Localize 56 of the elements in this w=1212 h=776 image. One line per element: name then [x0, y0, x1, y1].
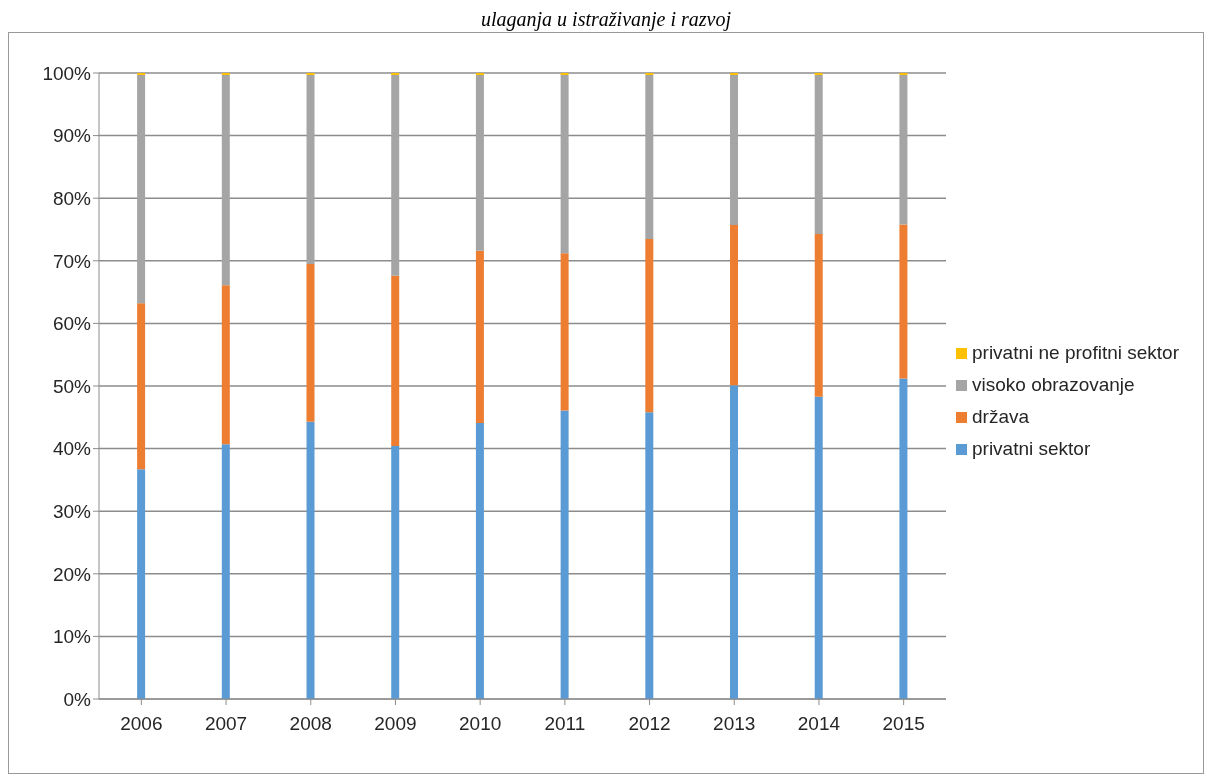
y-tick-label: 90%: [52, 125, 92, 147]
bar: [391, 446, 400, 699]
bar: [137, 74, 146, 304]
bar: [137, 303, 146, 470]
legend-label: privatni sektor: [972, 438, 1091, 460]
x-tick-label: 2013: [713, 713, 756, 735]
x-tick-label: 2006: [120, 713, 163, 735]
y-tick-label: 50%: [52, 375, 92, 397]
bar: [560, 253, 569, 411]
bar: [306, 74, 315, 264]
bar: [645, 412, 654, 699]
bar: [221, 74, 230, 286]
y-tick-label: 20%: [52, 563, 92, 585]
x-tick-label: 2015: [882, 713, 925, 735]
bar: [391, 275, 400, 447]
x-tick-label: 2009: [374, 713, 417, 735]
x-tick-label: 2011: [544, 713, 586, 735]
bar: [475, 250, 484, 423]
bar: [306, 421, 315, 699]
bar: [645, 74, 654, 239]
y-tick-label: 100%: [42, 62, 92, 84]
bar: [730, 74, 739, 226]
bar: [899, 378, 908, 699]
bar: [475, 422, 484, 699]
y-tick-label: 10%: [52, 626, 92, 648]
legend-label: država: [972, 406, 1030, 428]
x-tick-label: 2007: [204, 713, 248, 735]
bar: [730, 225, 739, 386]
bar: [137, 469, 146, 699]
bar: [560, 410, 569, 699]
legend-label: privatni ne profitni sektor: [972, 342, 1179, 364]
y-tick-label: 60%: [52, 313, 92, 335]
y-tick-label: 70%: [52, 250, 92, 272]
bar: [899, 74, 908, 225]
bar: [306, 263, 315, 422]
bar: [391, 74, 400, 276]
x-tick-label: 2010: [459, 713, 502, 735]
bar: [814, 74, 823, 234]
y-tick-label: 40%: [52, 438, 92, 460]
bar: [899, 224, 908, 379]
x-tick-label: 2012: [628, 713, 671, 735]
chart-title: ulaganja u istraživanje i razvoj: [480, 8, 732, 32]
x-tick-label: 2008: [289, 713, 332, 735]
y-tick-label: 30%: [52, 500, 92, 522]
bar: [814, 396, 823, 699]
y-tick-label: 0%: [63, 688, 92, 710]
bar: [730, 385, 739, 699]
bar: [475, 74, 484, 251]
bar: [560, 74, 569, 254]
x-tick-label: 2014: [797, 713, 841, 735]
bar: [221, 444, 230, 699]
bar: [814, 233, 823, 397]
bar: [221, 285, 230, 445]
bar: [645, 238, 654, 413]
y-tick-label: 80%: [52, 187, 92, 209]
legend-label: visoko obrazovanje: [972, 374, 1135, 396]
